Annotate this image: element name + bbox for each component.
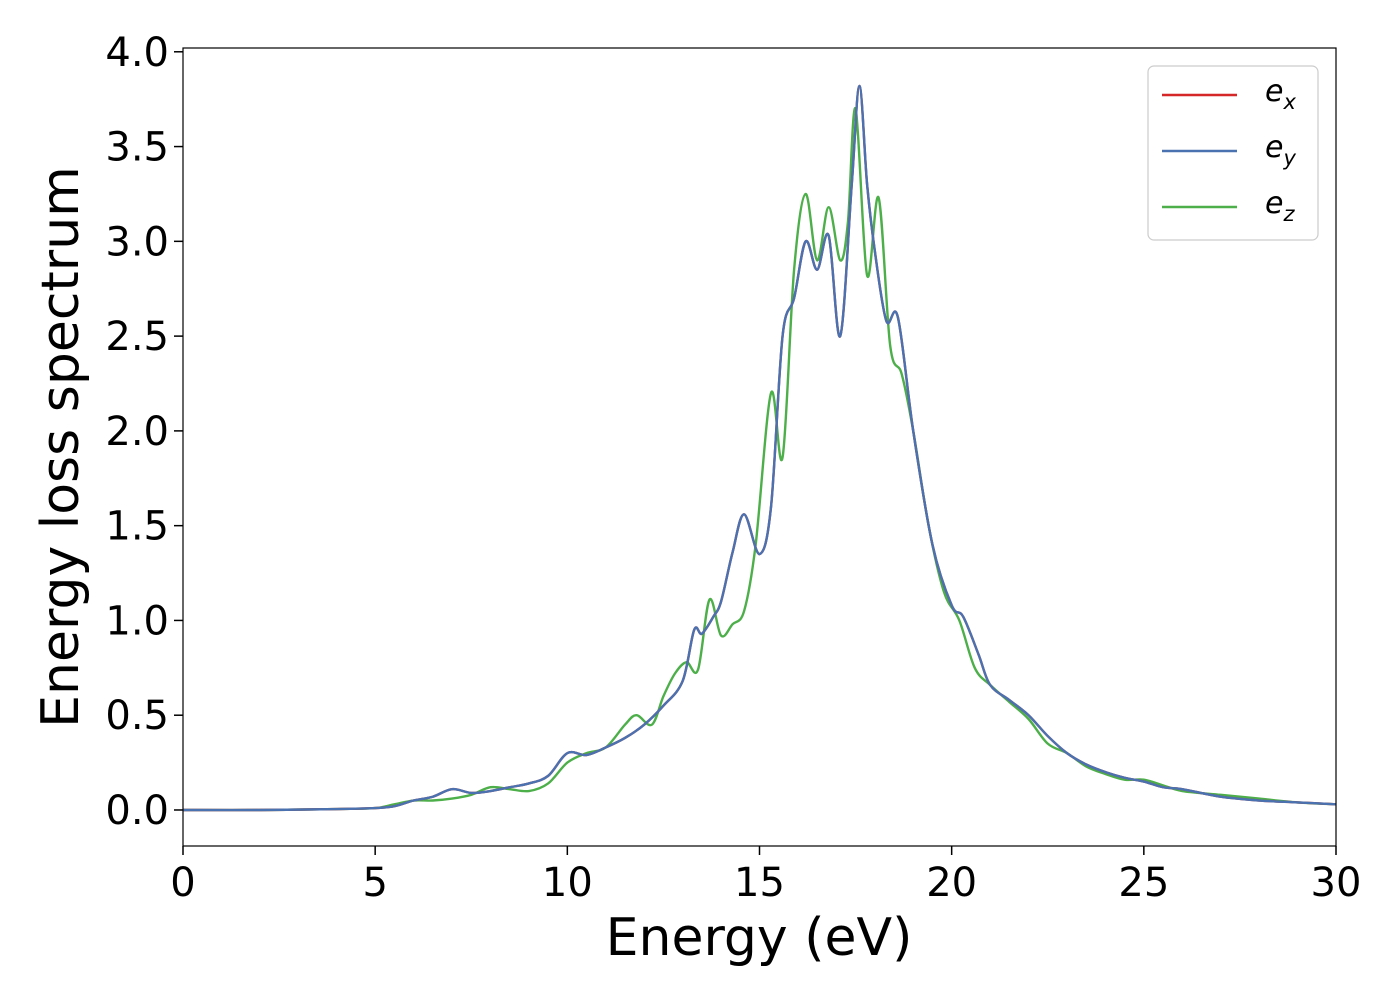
x-axis-label: Energy (eV): [606, 908, 913, 968]
plot-background: [183, 48, 1336, 846]
y-tick-label: 3.0: [105, 219, 169, 265]
y-tick-label: 2.5: [105, 314, 169, 360]
series-line-e-y: [182, 84, 1337, 812]
y-tick-label: 0.5: [105, 693, 169, 739]
y-tick-label: 4.0: [105, 30, 169, 76]
x-tick-label: 10: [542, 860, 593, 906]
x-tick-label: 5: [362, 860, 387, 906]
legend: ex ey ez: [1147, 65, 1319, 241]
legend-label-e-y: ey: [1265, 130, 1296, 170]
x-tick-label: 25: [1118, 860, 1169, 906]
y-tick-label: 1.0: [105, 598, 169, 644]
series-line-e-z: [182, 107, 1337, 812]
y-tick-label: 0.0: [105, 788, 169, 834]
legend-label-e-x: ex: [1265, 74, 1296, 114]
y-tick-label: 1.5: [105, 504, 169, 550]
y-tick-label: 2.0: [105, 409, 169, 455]
y-tick-label: 3.5: [105, 125, 169, 171]
x-tick-label: 30: [1311, 860, 1362, 906]
legend-label-e-z: ez: [1265, 186, 1295, 226]
series-layer: [182, 84, 1337, 812]
x-tick-label: 20: [926, 860, 977, 906]
x-axis: 0 5 10 15 20 25 30: [170, 846, 1361, 906]
x-tick-label: 0: [170, 860, 195, 906]
y-axis: 0.0 0.5 1.0 1.5 2.0 2.5 3.0 3.5 4.0: [105, 30, 183, 834]
x-tick-label: 15: [734, 860, 785, 906]
y-axis-label: Energy loss spectrum: [31, 166, 91, 728]
legend-box: [1147, 65, 1319, 241]
